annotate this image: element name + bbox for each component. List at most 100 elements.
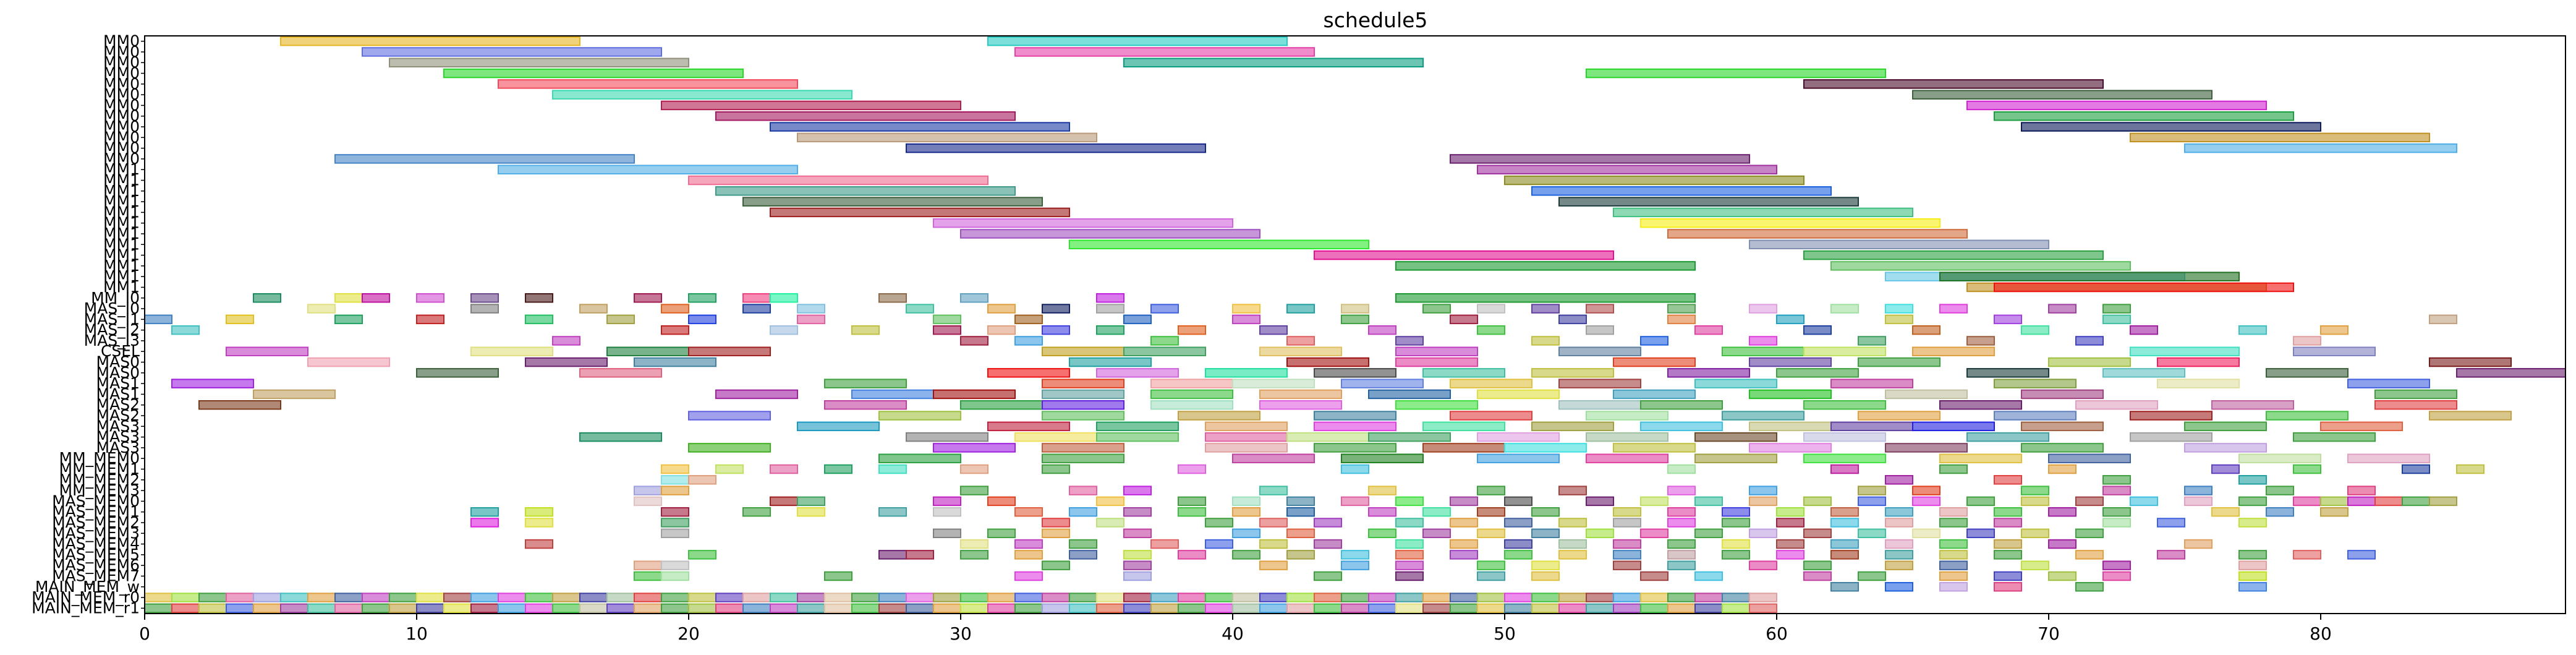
gantt-bar — [1069, 593, 1097, 602]
gantt-bar — [1803, 250, 2104, 260]
gantt-bar — [2238, 496, 2267, 507]
gantt-bar — [144, 314, 172, 325]
gantt-bar — [470, 593, 499, 602]
gantt-bar — [933, 507, 961, 517]
gantt-bar — [1939, 507, 1968, 517]
gantt-bar — [1803, 346, 1886, 356]
gantt-bar — [1558, 539, 1587, 549]
gantt-bar — [1640, 528, 1668, 539]
gantt-bar — [2211, 400, 2294, 410]
gantt-bar — [688, 550, 716, 560]
gantt-bar — [1586, 325, 1614, 335]
gantt-bar — [987, 528, 1016, 539]
gantt-bar — [1803, 496, 1832, 507]
gantt-bar — [443, 603, 472, 614]
gantt-bar — [1504, 603, 1532, 614]
gantt-bar — [2021, 122, 2321, 132]
gantt-bar — [552, 90, 852, 100]
gantt-bar — [1830, 518, 1859, 528]
gantt-bar — [1314, 539, 1342, 549]
gantt-bar — [742, 593, 771, 602]
gantt-bar — [1858, 411, 1941, 421]
gantt-bar — [1096, 304, 1124, 314]
gantt-bar — [1395, 593, 1424, 602]
gantt-bar — [1477, 486, 1505, 495]
gantt-bar — [1205, 368, 1288, 378]
gantt-bar — [933, 496, 961, 507]
gantt-bar — [1939, 582, 1968, 592]
gantt-bar — [1939, 304, 1968, 314]
gantt-bar — [878, 453, 961, 463]
gantt-bar — [1885, 518, 1913, 528]
x-tick-label: 80 — [2310, 623, 2332, 644]
gantt-bar — [525, 357, 608, 367]
gantt-bar — [2347, 379, 2430, 388]
y-tick-label: MM1 — [103, 225, 140, 242]
gantt-bar — [1123, 507, 1152, 517]
gantt-bar — [443, 68, 744, 79]
gantt-bar — [362, 593, 390, 602]
x-tick-label: 0 — [139, 623, 150, 644]
gantt-bar — [1830, 379, 1913, 388]
gantt-bar — [1368, 325, 1396, 335]
gantt-bar — [1450, 539, 1478, 549]
gantt-bar — [1885, 560, 1913, 570]
gantt-bar — [1966, 100, 2267, 111]
gantt-bar — [552, 336, 580, 346]
y-tick-label: MM0 — [103, 32, 140, 50]
gantt-bar — [1014, 603, 1043, 614]
gantt-bar — [1803, 560, 1832, 570]
gantt-bar — [1558, 314, 1587, 325]
gantt-bar — [661, 507, 689, 517]
gantt-bar — [797, 603, 825, 614]
gantt-bar — [1504, 550, 1532, 560]
gantt-bar — [1558, 518, 1587, 528]
gantt-bar — [1069, 239, 1369, 250]
gantt-bar — [1749, 496, 1777, 507]
gantt-bar — [1286, 603, 1315, 614]
gantt-bar — [1259, 400, 1342, 410]
gantt-bar — [2130, 411, 2213, 421]
gantt-bar — [987, 368, 1070, 378]
gantt-bar — [1803, 528, 1832, 539]
gantt-bar — [1395, 336, 1424, 346]
gantt-bar — [1232, 379, 1315, 388]
gantt-bar — [2320, 325, 2349, 335]
gantt-bar — [2130, 346, 2240, 356]
gantt-bar — [525, 293, 553, 303]
gantt-bar — [1830, 261, 2131, 271]
gantt-bar — [1966, 432, 2049, 442]
gantt-bar — [1994, 475, 2022, 485]
gantt-bar — [1939, 550, 1968, 560]
gantt-bar — [851, 325, 880, 335]
gantt-bar — [1259, 486, 1288, 495]
gantt-bar — [2402, 496, 2430, 507]
gantt-bar — [1014, 539, 1043, 549]
y-tick-label: MM1 — [103, 182, 140, 200]
y-tick-label: MM0 — [103, 128, 140, 146]
gantt-bar — [2347, 550, 2376, 560]
gantt-bar — [2157, 550, 2185, 560]
y-tick-label: MAS2 — [96, 396, 140, 414]
gantt-bar — [307, 603, 336, 614]
gantt-bar — [1205, 443, 1288, 453]
gantt-bar — [1694, 603, 1723, 614]
gantt-bar — [770, 325, 798, 335]
gantt-bar — [171, 379, 254, 388]
gantt-bar — [2102, 368, 2185, 378]
gantt-bar — [2021, 389, 2104, 400]
gantt-bar — [1232, 528, 1260, 539]
gantt-bar — [770, 603, 798, 614]
gantt-bar — [198, 603, 227, 614]
gantt-bar — [171, 603, 200, 614]
gantt-bar — [715, 603, 744, 614]
gantt-bar — [1450, 603, 1478, 614]
gantt-bar — [1613, 357, 1696, 367]
gantt-bar — [797, 421, 880, 432]
gantt-bar — [1450, 518, 1478, 528]
y-tick-label: MM0 — [103, 139, 140, 157]
gantt-bar — [1722, 593, 1750, 602]
gantt-bar — [1341, 603, 1369, 614]
gantt-bar — [2075, 550, 2104, 560]
gantt-bar — [579, 593, 608, 602]
